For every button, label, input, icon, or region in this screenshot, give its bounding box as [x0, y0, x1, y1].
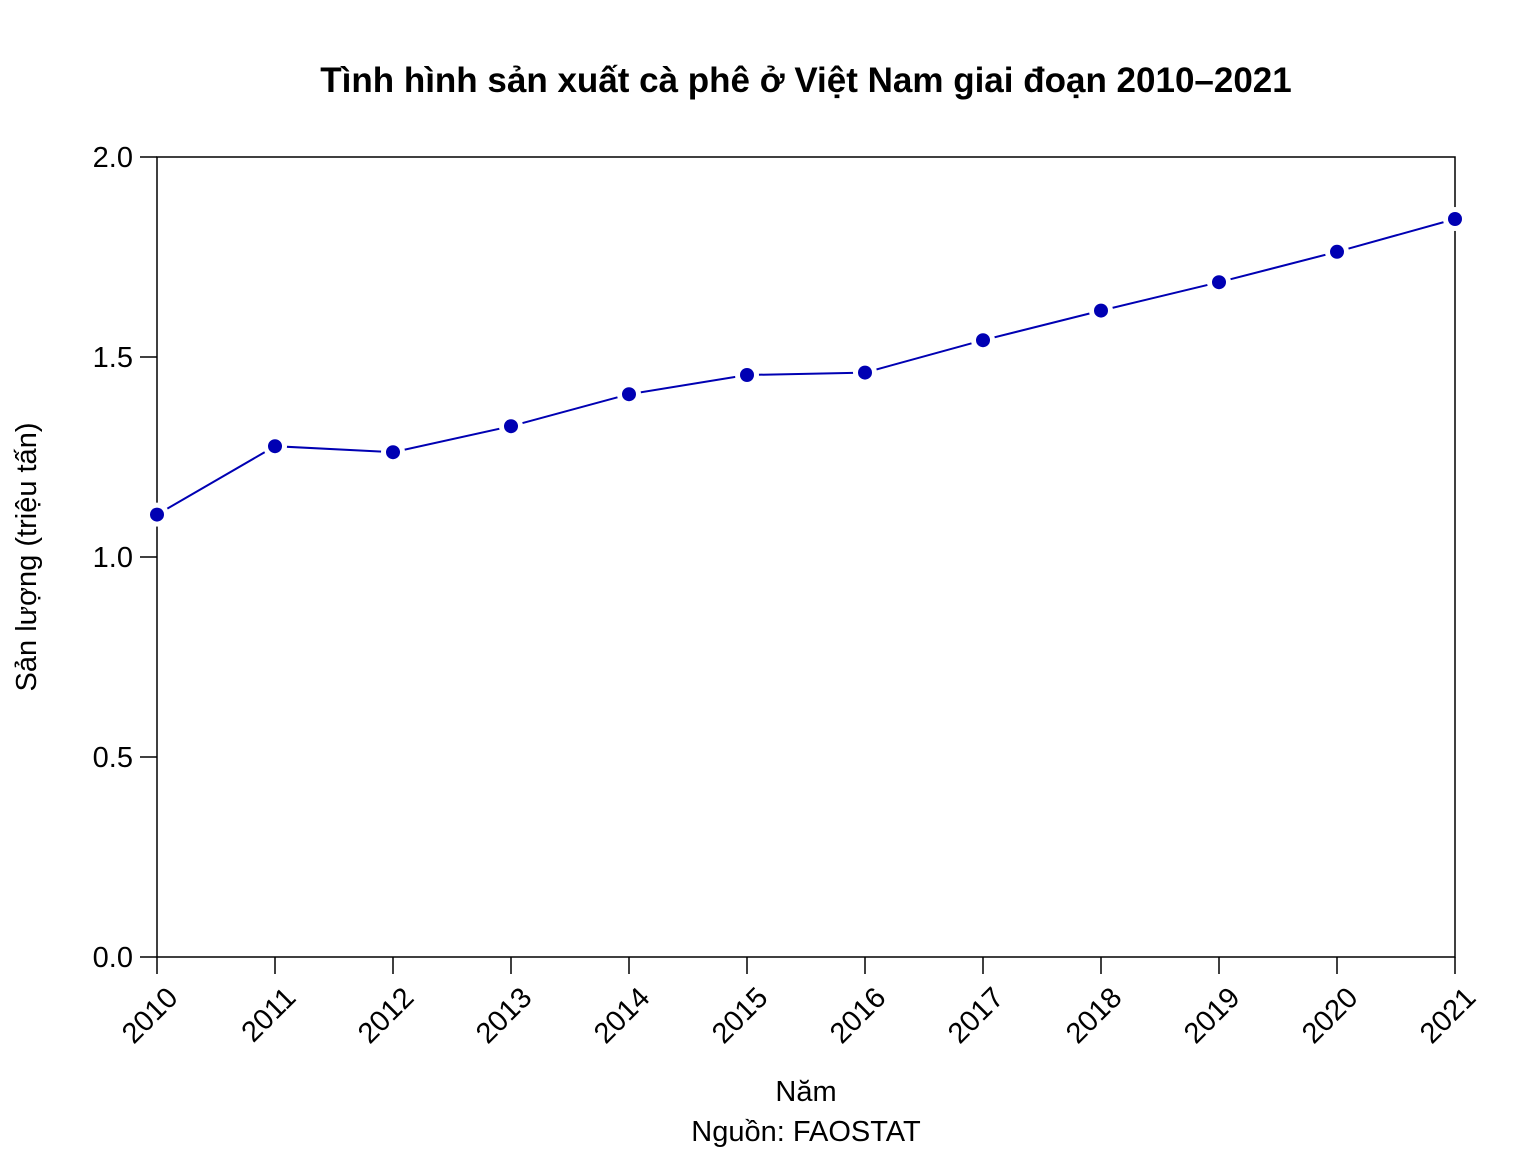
data-point — [1094, 303, 1108, 318]
y-axis-label: Sản lượng (triệu tấn) — [11, 423, 43, 692]
x-tick-label: 2020 — [1296, 982, 1364, 1050]
x-tick-label: 2014 — [588, 982, 656, 1050]
data-point — [976, 333, 990, 348]
x-tick-label: 2021 — [1414, 982, 1482, 1050]
y-tick-label: 1.0 — [93, 542, 133, 574]
data-point — [858, 365, 872, 380]
data-point — [1212, 275, 1226, 290]
series-line — [156, 218, 1456, 516]
data-point — [740, 368, 754, 382]
data-point — [150, 507, 164, 522]
x-tick-label: 2018 — [1060, 982, 1128, 1050]
data-point — [268, 439, 282, 454]
y-axis: 0.0 0.5 1.0 1.5 2.0 — [93, 142, 157, 974]
series-points — [145, 207, 1467, 527]
x-tick-label: 2019 — [1178, 982, 1246, 1050]
series-line-group — [156, 218, 1456, 516]
data-point — [504, 419, 518, 434]
x-tick-label: 2017 — [942, 982, 1010, 1050]
y-tick-label: 0.0 — [93, 942, 133, 974]
x-tick-label: 2013 — [470, 982, 538, 1050]
y-tick-label: 0.5 — [93, 742, 133, 774]
x-tick-label: 2010 — [116, 982, 184, 1050]
x-tick-label: 2016 — [824, 982, 892, 1050]
chart-caption: Nguồn: FAOSTAT — [691, 1116, 921, 1148]
x-axis: 2010 2011 2012 2013 2014 2015 2016 2017 2018 2019… — [116, 957, 1482, 1050]
x-tick-label: 2015 — [706, 982, 774, 1050]
data-point — [622, 387, 636, 402]
x-tick-label: 2011 — [236, 982, 303, 1049]
y-tick-label: 1.5 — [93, 342, 133, 374]
x-axis-label: Năm — [775, 1076, 836, 1108]
data-point — [1330, 244, 1344, 259]
y-tick-label: 2.0 — [93, 142, 133, 174]
data-point — [386, 445, 400, 460]
x-tick-label: 2012 — [352, 982, 420, 1050]
plot-frame — [156, 156, 1456, 958]
chart-title: Tình hình sản xuất cà phê ở Việt Nam gia… — [320, 61, 1292, 100]
data-point — [1448, 212, 1462, 226]
